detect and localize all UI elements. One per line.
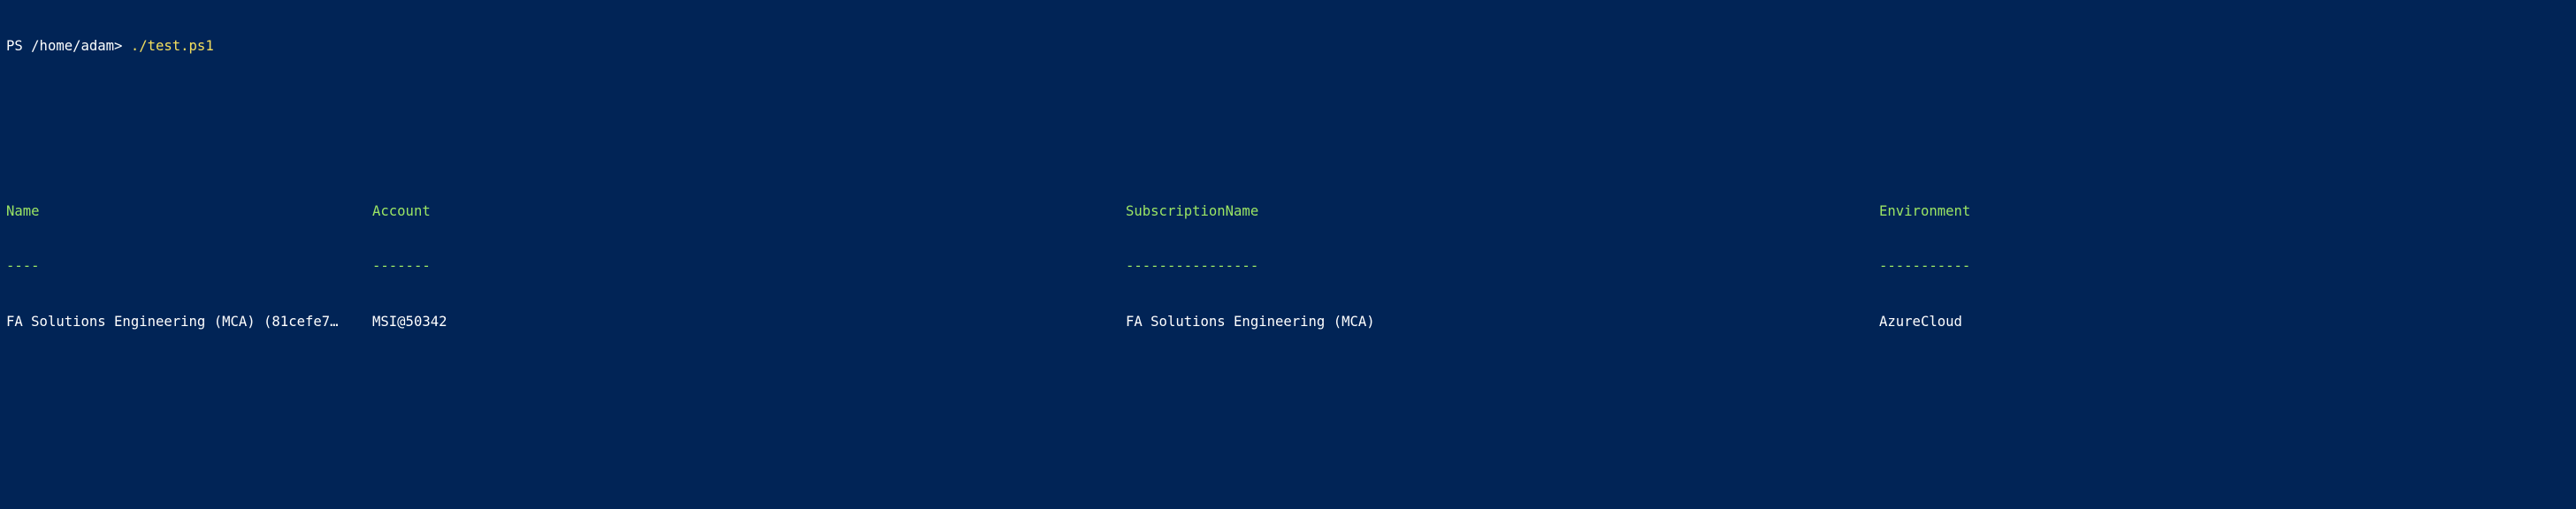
blank-line [6, 478, 2576, 497]
table-cell: AzureCloud [1879, 313, 1962, 330]
column-header: SubscriptionName [1126, 202, 1259, 219]
blank-line [6, 92, 2576, 110]
account-table: Name Account SubscriptionName Environment -… [6, 165, 2576, 368]
prompt-path: PS /home/adam> [6, 37, 131, 54]
column-header: Name [6, 202, 40, 219]
account-table-underline-row: ---- ------- ---------------- ----------- [6, 257, 2576, 276]
column-underline: ----------- [1879, 258, 1971, 275]
prompt-line-top: PS /home/adam> ./test.ps1 [6, 37, 2576, 56]
table-cell: MSI@50342 [372, 313, 447, 330]
column-underline: ---------------- [1126, 258, 1259, 275]
column-header: Environment [1879, 202, 1971, 219]
table-cell: FA Solutions Engineering (MCA) [1126, 313, 1375, 330]
account-table-row: FA Solutions Engineering (MCA) (81cefe7…… [6, 313, 2576, 331]
account-table-header-row: Name Account SubscriptionName Environment [6, 202, 2576, 221]
column-underline: ---- [6, 258, 40, 275]
column-header: Account [372, 202, 431, 219]
table-cell: FA Solutions Engineering (MCA) (81cefe7… [6, 313, 339, 330]
blank-line [6, 422, 2576, 441]
column-underline: ------- [372, 258, 431, 275]
command-text: ./test.ps1 [130, 37, 214, 54]
